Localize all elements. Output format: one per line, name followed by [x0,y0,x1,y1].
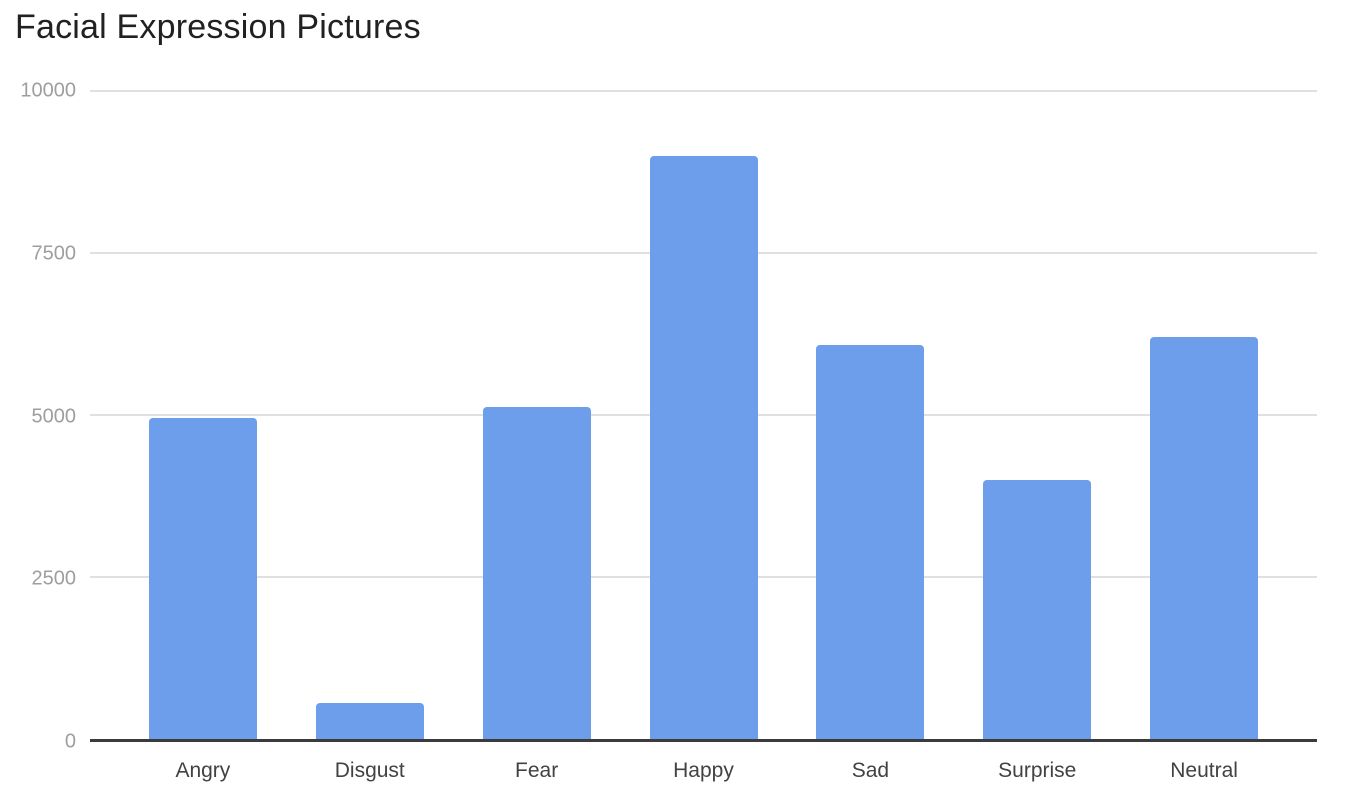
bar-neutral [1150,337,1259,739]
y-tick-label: 0 [64,730,76,753]
y-tick-label: 10000 [20,79,76,102]
x-tick-label-angry: Angry [175,759,231,782]
bar-surprise [983,479,1092,739]
y-tick-label: 7500 [31,242,77,265]
gridline-10000 [90,90,1317,92]
bar-happy [649,156,758,739]
y-axis: 0 2500 5000 7500 10000 [0,80,77,753]
y-tick-label: 5000 [31,405,77,427]
x-tick-label-sad: Sad [851,759,890,782]
bar-fear [482,407,591,739]
x-tick-label-neutral: Neutral [1170,759,1238,782]
bar-disgust [315,703,424,739]
x-tick-label-surprise: Surprise [998,759,1077,782]
x-axis: Angry Disgust Fear Happy Sad Surprise Neutral [90,745,1317,795]
x-tick-label-happy: Happy [673,759,734,782]
chart-title: Facial Expression Pictures [15,8,421,46]
x-tick-label-fear: Fear [515,759,559,782]
bars-layer [90,91,1317,739]
bar-sad [816,345,925,739]
bar-angry [148,418,257,739]
x-tick-label-disgust: Disgust [334,759,405,782]
y-tick-label: 2500 [31,567,77,590]
plot-area [90,90,1317,742]
